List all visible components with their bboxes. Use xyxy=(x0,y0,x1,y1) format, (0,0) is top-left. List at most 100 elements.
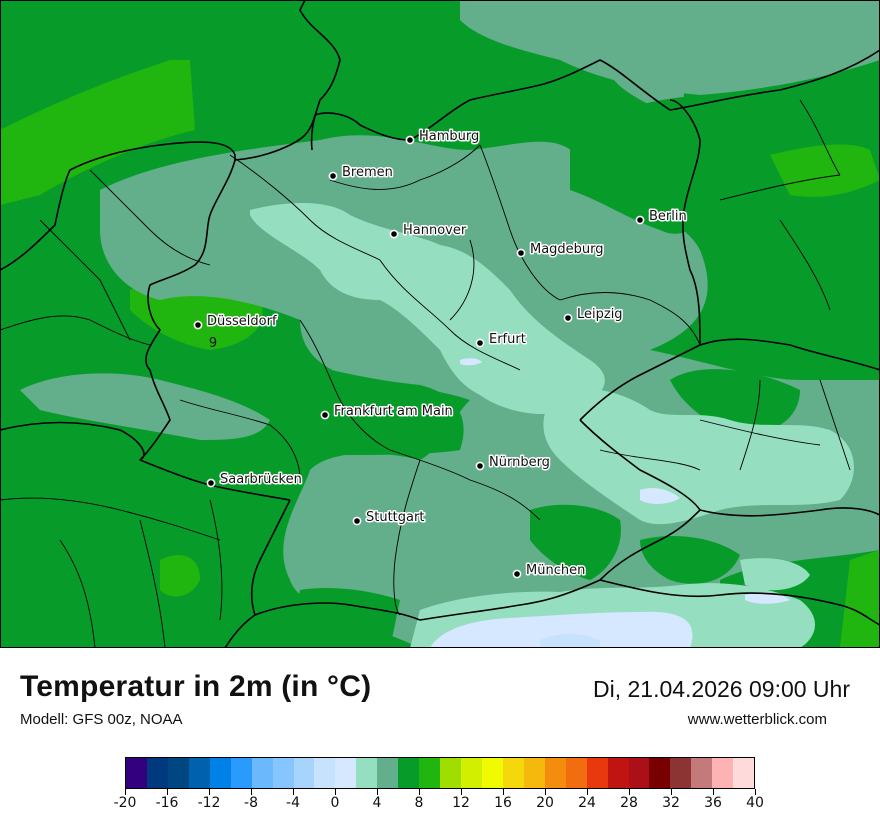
colorbar-tick xyxy=(670,789,672,795)
city-hamburg: Hamburg xyxy=(405,128,481,146)
colorbar-bin xyxy=(670,758,692,788)
colorbar-bin xyxy=(167,758,189,788)
zone-6-8-mainz xyxy=(285,360,464,455)
city-dot-icon xyxy=(206,478,216,488)
city-düsseldorf: Düsseldorf xyxy=(193,313,278,331)
colorbar-tick-label: 32 xyxy=(662,795,680,811)
colorbar-legend xyxy=(125,757,755,789)
colorbar-tick xyxy=(208,789,210,795)
city-frankfurt-am-main: Frankfurt am Main xyxy=(320,403,454,421)
temperature-map: Hamburg Bremen Berlin Hannover Magdeburg Leip… xyxy=(0,0,880,648)
colorbar-bin xyxy=(314,758,336,788)
zone-2-4-czechia xyxy=(543,389,854,525)
colorbar-bin xyxy=(251,758,273,788)
colorbar-tick-label: -12 xyxy=(197,795,221,811)
city-dot-icon xyxy=(389,229,399,239)
colorbar-tick-label: 28 xyxy=(620,795,638,811)
city-dot-icon xyxy=(320,410,330,420)
colorbar-bin xyxy=(565,758,587,788)
value-labels: 9 xyxy=(209,336,217,351)
colorbar-tick xyxy=(544,789,546,795)
zone-2-4-harz-thuringia xyxy=(250,203,605,415)
zone-6-8-berlin xyxy=(570,95,720,234)
colorbar-tick-label: 24 xyxy=(578,795,596,811)
colorbar-tick-label: -16 xyxy=(155,795,179,811)
colorbar-tick-label: 4 xyxy=(372,795,382,811)
colorbar-tick xyxy=(376,789,378,795)
city-erfurt: Erfurt xyxy=(475,331,527,349)
city-dot-icon xyxy=(352,516,362,526)
zone-6-8-swiss xyxy=(290,588,400,648)
colorbar-tick xyxy=(502,789,504,795)
colorbar-bin xyxy=(649,758,671,788)
colorbar-tick-label: 16 xyxy=(494,795,512,811)
city-label: Erfurt xyxy=(489,332,526,347)
colorbar-bin xyxy=(209,758,231,788)
map-canvas: Hamburg Bremen Berlin Hannover Magdeburg Leip… xyxy=(0,0,880,648)
colorbar-tick xyxy=(166,789,168,795)
colorbar-tick-label: 0 xyxy=(330,795,340,811)
city-saarbrücken: Saarbrücken xyxy=(206,471,303,489)
city-label: Bremen xyxy=(342,165,393,180)
zone-0-2-alps xyxy=(430,611,693,648)
colorbar-bin xyxy=(712,758,734,788)
colorbar-bin xyxy=(146,758,168,788)
country-borders xyxy=(0,0,880,648)
city-label: Saarbrücken xyxy=(220,472,302,487)
colorbar-tick xyxy=(754,789,756,795)
zone-0-2-thuringia xyxy=(460,358,482,366)
colorbar-tick-label: 36 xyxy=(704,795,722,811)
colorbar-bin xyxy=(377,758,399,788)
colorbar-bin xyxy=(691,758,713,788)
colorbar-bin xyxy=(398,758,420,788)
city-label: Nürnberg xyxy=(489,455,550,470)
chart-title: Temperatur in 2m (in °C) xyxy=(20,670,372,703)
colorbar-tick xyxy=(334,789,336,795)
colorbar-bin xyxy=(188,758,210,788)
city-bremen: Bremen xyxy=(328,164,394,182)
temperature-value-label: 9 xyxy=(209,336,217,351)
colorbar-bin xyxy=(502,758,524,788)
zone-6-8-bavaria xyxy=(530,504,621,580)
zone-2-4-austria-east xyxy=(740,558,810,591)
city-nürnberg: Nürnberg xyxy=(475,454,551,472)
model-info: Modell: GFS 00z, NOAA xyxy=(20,711,183,728)
zone-m2-0-alps xyxy=(540,634,600,648)
colorbar-tick-label: -20 xyxy=(113,795,137,811)
zone-6-8-austria xyxy=(640,535,740,584)
colorbar-bin xyxy=(544,758,566,788)
colorbar-tick-label: 20 xyxy=(536,795,554,811)
zone-6-8-czech-north xyxy=(670,369,800,433)
city-dot-icon xyxy=(193,320,203,330)
city-dot-icon xyxy=(516,248,526,258)
zone-8-10-france xyxy=(160,555,200,597)
zone-4-6-belgium xyxy=(20,373,270,440)
city-berlin: Berlin xyxy=(635,208,688,226)
colorbar-tick xyxy=(250,789,252,795)
colorbar-bin xyxy=(272,758,294,788)
city-dot-icon xyxy=(635,215,645,225)
colorbar-tick xyxy=(586,789,588,795)
city-leipzig: Leipzig xyxy=(563,306,624,324)
colorbar-bin xyxy=(461,758,482,788)
zone-8-10-northsea xyxy=(0,60,195,205)
colorbar-bin xyxy=(126,758,147,788)
colorbar-bin xyxy=(607,758,629,788)
colorbar-tick xyxy=(418,789,420,795)
city-label: München xyxy=(526,563,585,578)
colorbar-bin xyxy=(293,758,315,788)
colorbar-tick-label: 8 xyxy=(414,795,424,811)
website-link[interactable]: www.wetterblick.com xyxy=(687,711,827,728)
city-markers: Hamburg Bremen Berlin Hannover Magdeburg Leip… xyxy=(193,128,688,580)
colorbar-tick xyxy=(712,789,714,795)
colorbar-bin xyxy=(481,758,503,788)
colorbar-tick-label: -4 xyxy=(286,795,300,811)
zone-0-2-bohemia xyxy=(640,487,680,504)
city-dot-icon xyxy=(563,313,573,323)
city-dot-icon xyxy=(405,135,415,145)
colorbar-tick-label: -8 xyxy=(244,795,258,811)
city-dot-icon xyxy=(512,569,522,579)
city-label: Berlin xyxy=(649,209,687,224)
city-stuttgart: Stuttgart xyxy=(352,509,426,527)
city-label: Frankfurt am Main xyxy=(334,404,453,419)
